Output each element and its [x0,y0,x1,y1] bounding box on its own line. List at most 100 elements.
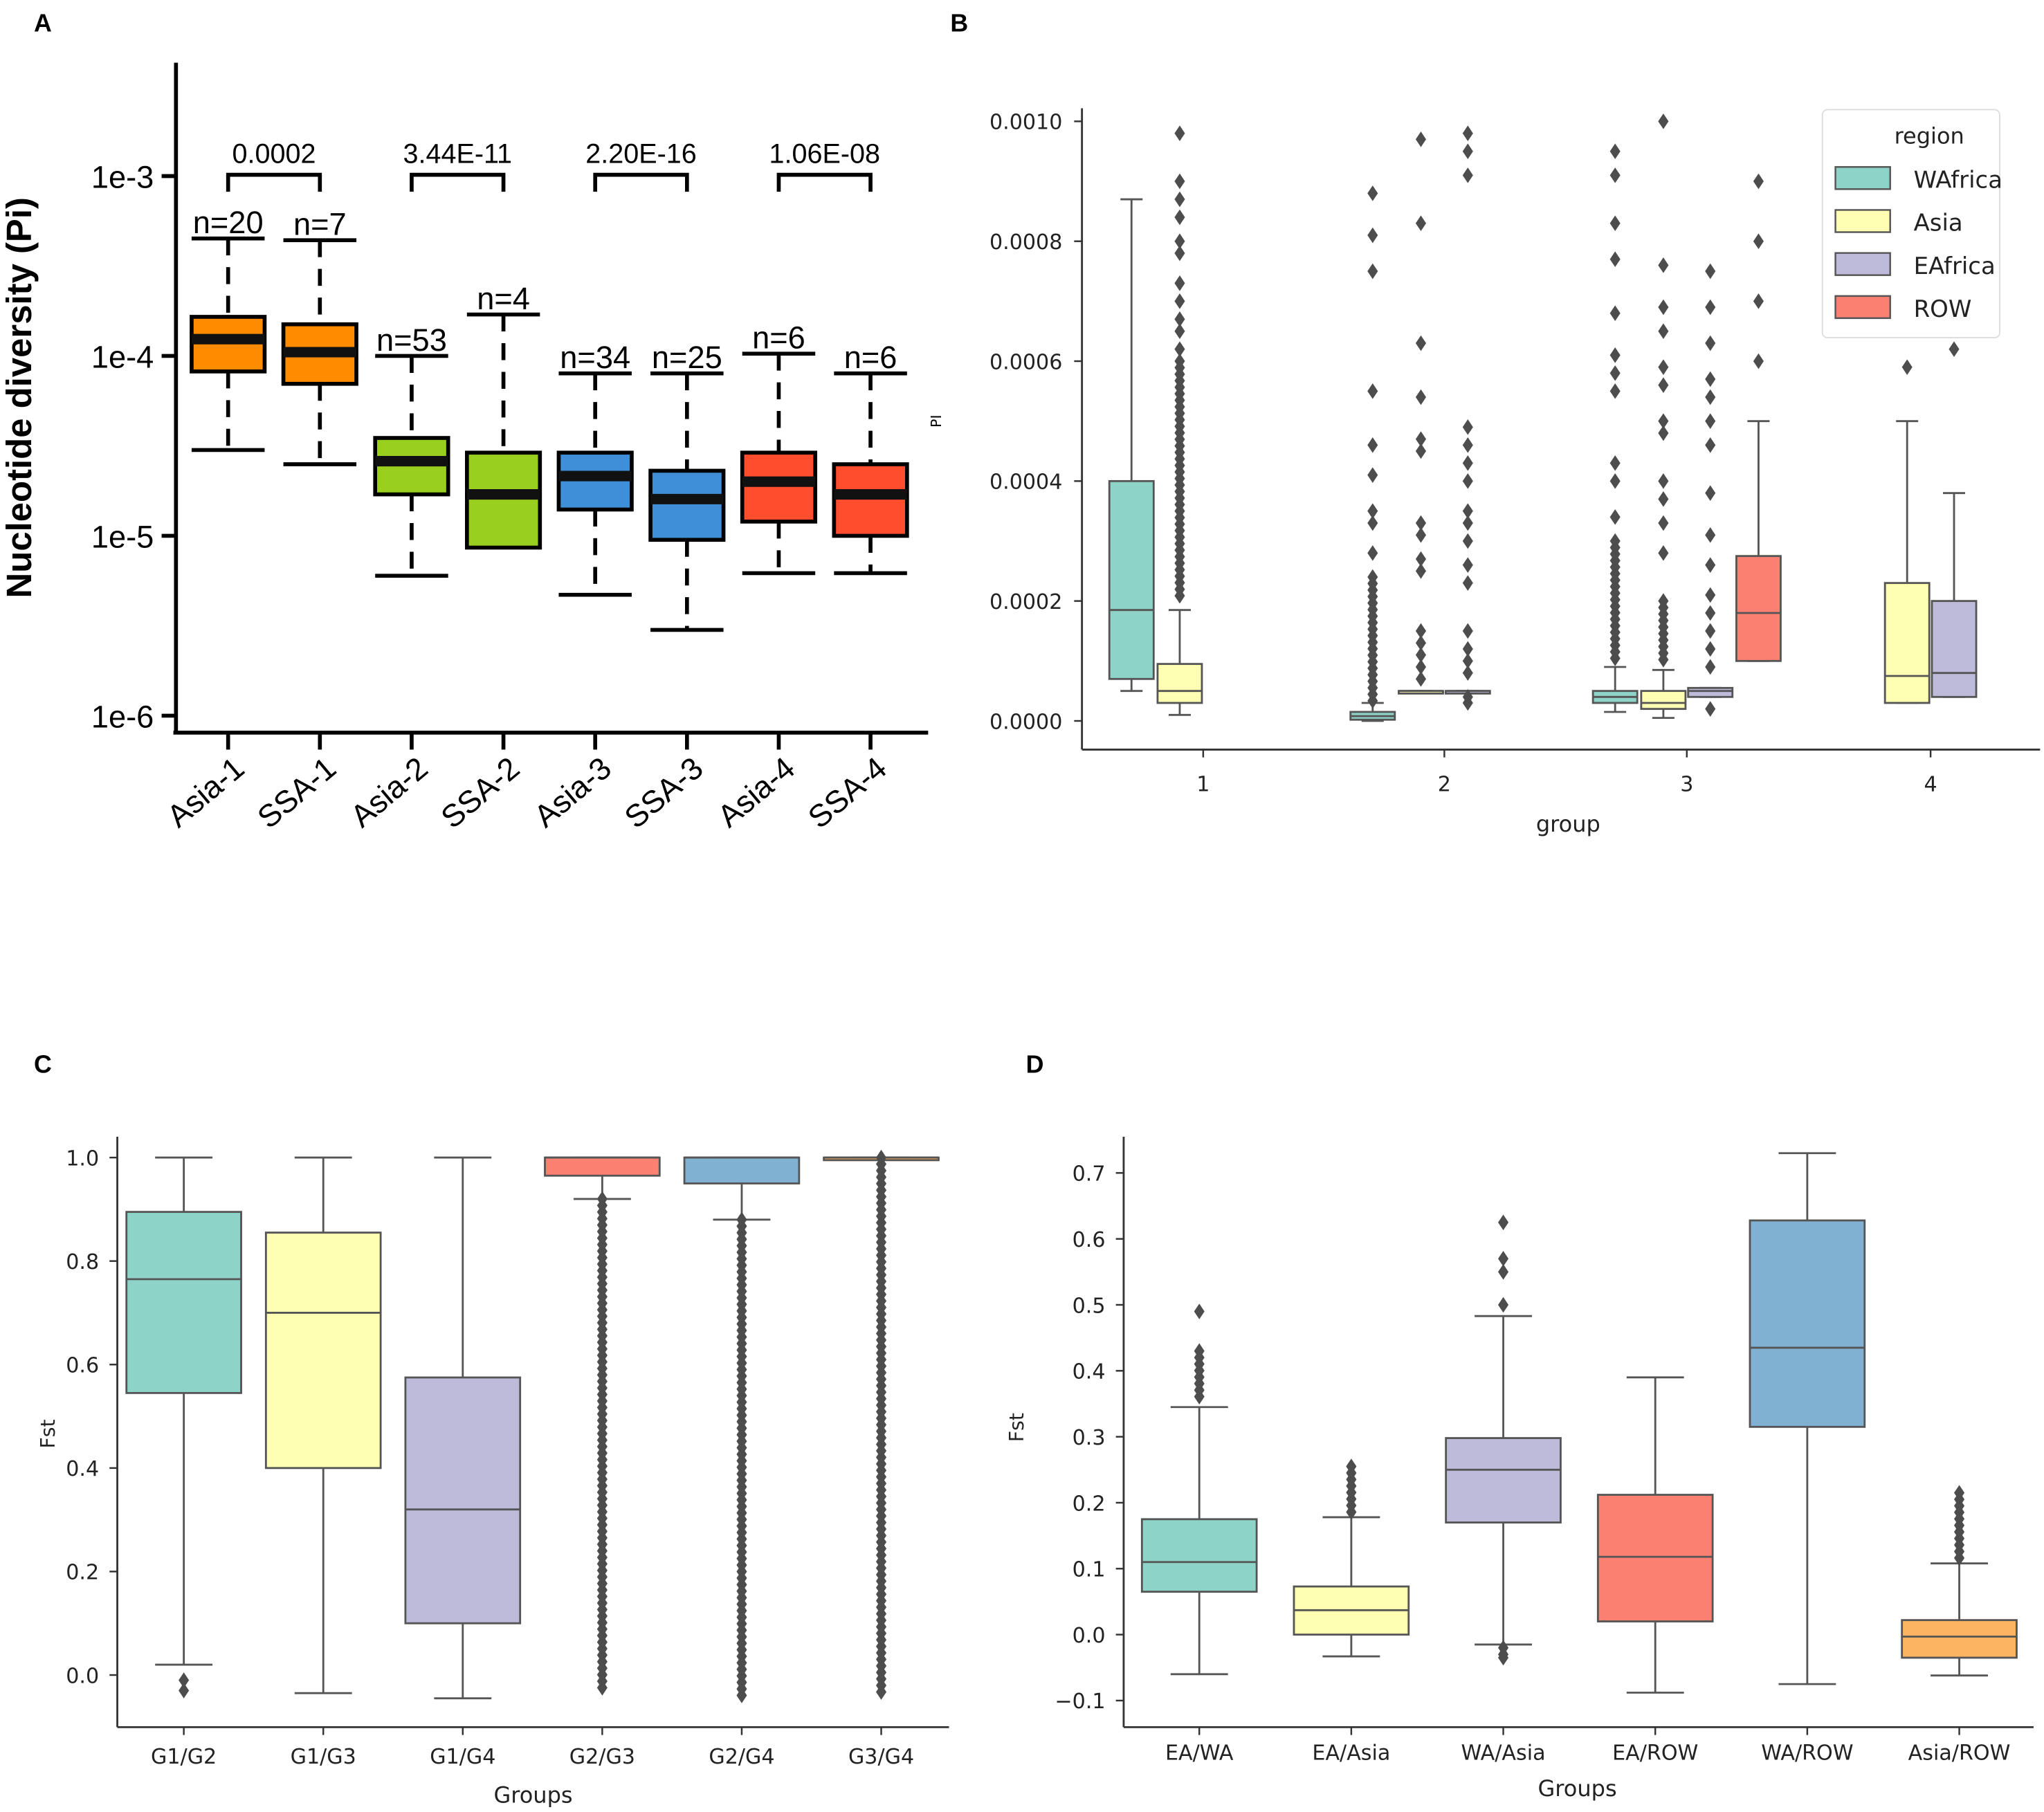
x-tick-label: Asia-3 [527,750,618,834]
y-tick-label: 0.4 [66,1457,99,1481]
panel-b-xlabel: group [1536,811,1600,837]
outlier-point [1462,143,1473,160]
y-tick-label: 0.0004 [989,470,1062,495]
outlier-point [1658,545,1669,561]
outlier-point [1367,227,1378,244]
outlier-point [1462,557,1473,573]
outlier-point [876,1684,887,1700]
x-tick-label: G1/G3 [291,1745,356,1769]
outlier-point [1462,455,1473,471]
outlier-point [1462,623,1473,639]
outlier-point [1462,167,1473,183]
box-group1-WAfrica [1108,198,1155,693]
outlier-point [1174,191,1185,208]
outlier-point [1658,113,1669,129]
legend-swatch [1834,166,1891,190]
y-tick-label: 0.0000 [989,710,1062,734]
box [544,1156,661,1177]
outlier-point [1367,515,1378,531]
x-tick-label: Asia-1 [161,750,251,834]
y-tick-label: 0.6 [66,1354,99,1378]
y-tick-label: 0.0008 [989,230,1062,255]
outlier-point [1462,515,1473,531]
x-tick-label: G2/G3 [569,1745,635,1769]
box-G1/G3 [264,1156,382,1694]
outlier-point [1415,215,1427,232]
box-EA/Asia [1293,1458,1410,1658]
outlier-point [1705,413,1716,429]
y-tick-label: 0.4 [1073,1360,1106,1384]
panel-a-chart: Nucleotide diversity (Pi) 1e-3 1e-4 1e-5 1e… [0,62,929,835]
outlier-point [1498,1649,1509,1666]
outlier-point [1174,587,1185,604]
outlier-point [1415,623,1427,639]
n-label: n=4 [477,281,530,316]
outlier-point [1498,1297,1509,1313]
outlier-point [1609,365,1621,381]
outlier-point [1462,653,1473,669]
p-value-label: 0.0002 [232,139,316,170]
y-tick-label: 0.5 [1073,1294,1106,1318]
outlier-point [1174,293,1185,309]
outlier-point [1658,515,1669,531]
outlier-point [596,1680,608,1696]
x-tick-label: WA/ROW [1761,1741,1853,1765]
outlier-point [1609,215,1621,232]
p-value-label: 1.06E-08 [769,139,881,170]
significance-bracket [593,172,689,192]
box-group2-EAfrica [1444,125,1491,711]
outlier-point [1705,641,1716,657]
p-value-label: 3.44E-11 [403,139,512,170]
box-group4-EAfrica [1931,341,1978,698]
outlier-point [1609,251,1621,267]
outlier-point [1609,455,1621,471]
box [683,1156,801,1184]
y-tick-label: 0.7 [1073,1162,1106,1187]
outlier-point [1609,143,1621,160]
box-Asia-3 [556,371,634,597]
outlier-point [1705,701,1716,717]
outlier-point [1705,389,1716,405]
box [1735,555,1782,662]
panel-d-xlabel: Groups [1537,1775,1616,1802]
outlier-point [1705,557,1716,573]
n-label: n=6 [844,340,897,375]
y-tick-label: 0.2 [66,1561,99,1585]
outlier-point [1415,551,1427,567]
box-G1/G4 [404,1156,522,1700]
outlier-point [1367,185,1378,201]
box [1596,1494,1714,1622]
outlier-point [1658,473,1669,489]
box [264,1232,382,1470]
outlier-point [1705,437,1716,453]
outlier-point [1194,1389,1205,1404]
x-tick-label: G3/G4 [848,1745,914,1769]
outlier-point [1462,575,1473,591]
outlier-point [1367,693,1378,709]
significance-bracket [776,172,873,192]
legend-title: region [1895,122,1964,149]
box [1749,1219,1866,1428]
outlier-point [1415,671,1427,687]
outlier-point [1498,1264,1509,1280]
significance-bracket [226,172,322,192]
x-tick-label: SSA-4 [801,750,893,835]
x-tick-label: Asia-2 [344,750,435,834]
outlier-point [1753,233,1764,249]
outlier-point [1174,233,1185,249]
outlier-point [1174,173,1185,190]
y-tick-label: 0.8 [66,1250,99,1274]
outlier-point [1462,695,1473,711]
y-tick-label: 0.2 [1073,1492,1106,1516]
outlier-point [1705,659,1716,675]
n-label: n=53 [376,322,447,358]
box [1687,686,1734,698]
outlier-point [1705,335,1716,351]
box [1140,1518,1258,1593]
x-tick-label: SSA-2 [435,750,527,835]
x-tick-label: SSA-1 [250,750,343,835]
box-SSA-1 [281,238,358,466]
box-G2/G4 [683,1156,801,1703]
x-tick-label: 2 [1438,773,1451,797]
box [1931,600,1978,698]
